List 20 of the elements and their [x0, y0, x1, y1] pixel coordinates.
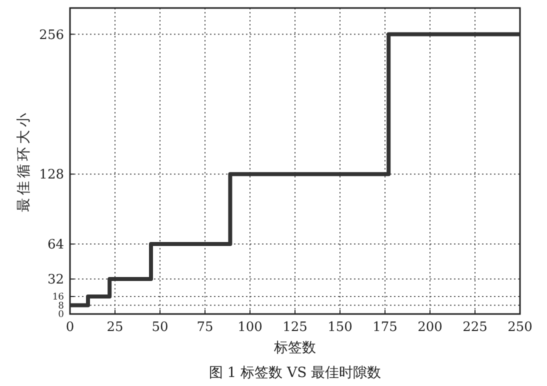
y-tick-label: 8 [58, 300, 64, 312]
y-tick-label: 16 [52, 292, 64, 303]
y-tick-label: 128 [39, 168, 64, 183]
y-tick-label: 32 [47, 272, 64, 288]
x-tick-label: 150 [328, 320, 352, 335]
x-tick-label: 250 [508, 320, 532, 335]
x-tick-label: 225 [462, 320, 488, 335]
y-tick-label: 0 [58, 309, 64, 320]
text: 图 1 标签数 VS 最佳时隙数 [208, 365, 382, 381]
y-tick-label: 256 [39, 28, 64, 43]
x-axis-title: 标签数 [273, 340, 316, 356]
x-tick-label: 200 [418, 320, 442, 335]
x-tick-label: 175 [372, 320, 398, 335]
x-tick-label: 75 [196, 320, 214, 335]
x-tick-label: 125 [282, 320, 308, 335]
x-tick-label: 100 [238, 320, 262, 335]
x-tick-label: 25 [106, 320, 124, 335]
x-tick-label: 50 [152, 320, 168, 335]
y-tick-label: 64 [47, 238, 64, 253]
y-axis-title: 最佳循环大小 [16, 110, 32, 212]
